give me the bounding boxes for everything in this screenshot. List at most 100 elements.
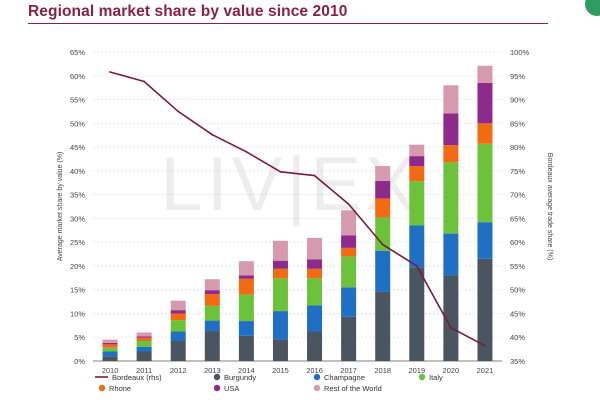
y2-tick-label: 65% <box>510 214 525 223</box>
bar-italy <box>204 305 220 321</box>
y-tick-label: 0% <box>74 357 85 366</box>
bar-rest-of-the-world <box>102 339 118 343</box>
legend-item-burgundy: Burgundy <box>213 373 256 382</box>
bordeaux-point <box>313 174 316 177</box>
bar-champagne <box>272 311 288 340</box>
bar-rhone <box>170 313 186 321</box>
x-tick-label: 2014 <box>238 366 255 375</box>
bar-italy <box>238 294 254 322</box>
bar-usa <box>307 259 323 269</box>
bar-italy <box>307 278 323 306</box>
legend-swatch <box>418 373 426 381</box>
legend-label: Champagne <box>324 373 365 382</box>
legend-label: Bordeaux (rhs) <box>112 373 162 382</box>
y2-tick-label: 75% <box>510 167 525 176</box>
gridlines <box>93 51 502 338</box>
legend-label: Burgundy <box>224 373 256 382</box>
bar-usa <box>443 113 459 146</box>
bar-burgundy <box>272 339 288 361</box>
bordeaux-line <box>109 71 486 347</box>
x-tick-label: 2010 <box>102 366 119 375</box>
bar-rest-of-the-world <box>238 261 254 276</box>
bar-rhone <box>136 337 152 342</box>
bar-rhone <box>409 166 425 182</box>
bar-usa <box>375 180 391 199</box>
bar-usa <box>204 290 220 294</box>
legend-swatch <box>213 373 221 381</box>
bar-usa <box>409 156 425 167</box>
y2-tick-label: 90% <box>510 96 525 105</box>
bar-rhone <box>102 344 118 348</box>
y-tick-label: 65% <box>70 48 85 57</box>
x-tick-label: 2012 <box>170 366 187 375</box>
legend-label: Italy <box>429 373 443 382</box>
y2-tick-label: 55% <box>510 262 525 271</box>
bar-champagne <box>307 305 323 332</box>
bar-rhone <box>341 247 357 257</box>
bar-champagne <box>102 351 118 357</box>
bar-usa <box>272 260 288 269</box>
bar-burgundy <box>375 291 391 361</box>
bar-burgundy <box>409 267 425 361</box>
bar-burgundy <box>204 331 220 361</box>
bar-rest-of-the-world <box>307 237 323 260</box>
bordeaux-point <box>279 170 282 173</box>
legend-item-champagne: Champagne <box>313 373 365 382</box>
bordeaux-point <box>381 243 384 246</box>
bar-rhone <box>375 198 391 218</box>
bar-rhone <box>307 268 323 279</box>
y-axis-title: Average market share by value (%) <box>57 152 64 262</box>
bar-burgundy <box>170 340 186 361</box>
legend-item-bordeaux-rhs: Bordeaux (rhs) <box>95 373 162 382</box>
y2-axis-title: Bordeaux average trade share (%) <box>546 153 553 260</box>
bar-usa <box>170 310 186 314</box>
y-tick-label: 40% <box>70 167 85 176</box>
bar-rest-of-the-world <box>170 300 186 311</box>
bar-usa <box>136 336 152 338</box>
stacked-bars <box>102 65 493 361</box>
app-badge-icon[interactable] <box>585 0 600 16</box>
legend-label: Rest of the World <box>324 384 382 393</box>
legend-item-rhone: Rhone <box>98 384 131 393</box>
y2-tick-label: 45% <box>510 309 525 318</box>
bar-champagne <box>477 222 493 259</box>
y-tick-label: 5% <box>74 333 85 342</box>
bar-burgundy <box>238 335 254 361</box>
y2-tick-label: 80% <box>510 143 525 152</box>
chart-title: Regional market share by value since 201… <box>28 3 348 20</box>
bordeaux-point <box>484 344 486 347</box>
y-tick-label: 35% <box>70 191 85 200</box>
bar-usa <box>477 82 493 124</box>
x-tick-label: 2016 <box>306 366 323 375</box>
y-tick-label: 45% <box>70 143 85 152</box>
y-tick-label: 55% <box>70 96 85 105</box>
x-tick-label: 2011 <box>136 366 152 375</box>
bar-burgundy <box>136 351 152 361</box>
y-tick-label: 25% <box>70 238 85 247</box>
bordeaux-point <box>211 133 214 136</box>
bar-italy <box>477 143 493 223</box>
bar-usa <box>238 275 254 279</box>
y2-tick-label: 95% <box>510 72 525 81</box>
bordeaux-point <box>449 326 452 329</box>
bar-rest-of-the-world <box>409 144 425 157</box>
x-tick-label: 2015 <box>272 366 289 375</box>
bar-italy <box>409 181 425 226</box>
y2-tick-label: 60% <box>510 238 525 247</box>
title-divider <box>28 23 548 24</box>
bar-usa <box>341 235 357 248</box>
y-tick-label: 15% <box>70 286 85 295</box>
bar-champagne <box>204 320 220 332</box>
bordeaux-point <box>245 150 248 153</box>
bar-champagne <box>375 250 391 292</box>
bordeaux-point <box>143 80 146 83</box>
y-tick-label: 20% <box>70 262 85 271</box>
livex-watermark: LIV|EX <box>160 142 419 227</box>
bar-rest-of-the-world <box>443 85 459 114</box>
bar-rest-of-the-world <box>341 210 357 236</box>
legend-swatch <box>313 373 321 381</box>
bar-italy <box>341 256 357 288</box>
bar-rest-of-the-world <box>272 240 288 261</box>
bar-champagne <box>409 225 425 268</box>
